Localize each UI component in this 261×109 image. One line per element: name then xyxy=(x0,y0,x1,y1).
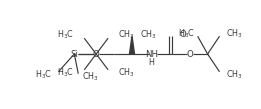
Text: H$_3$C: H$_3$C xyxy=(35,68,52,81)
Text: CH$_3$: CH$_3$ xyxy=(140,28,157,41)
Text: H$_3$C: H$_3$C xyxy=(57,29,74,42)
Text: Si: Si xyxy=(70,49,78,59)
Text: CH$_3$: CH$_3$ xyxy=(118,29,135,42)
Text: O: O xyxy=(93,49,99,59)
Polygon shape xyxy=(129,36,134,54)
Text: H$_3$C: H$_3$C xyxy=(177,27,195,40)
Text: NH: NH xyxy=(145,49,158,59)
Text: CH$_3$: CH$_3$ xyxy=(82,70,99,83)
Text: CH$_3$: CH$_3$ xyxy=(227,68,243,81)
Text: CH$_3$: CH$_3$ xyxy=(118,66,135,79)
Text: O: O xyxy=(186,49,193,59)
Text: O: O xyxy=(180,30,187,39)
Text: CH$_3$: CH$_3$ xyxy=(227,27,243,40)
Text: H: H xyxy=(148,58,154,67)
Text: H$_3$C: H$_3$C xyxy=(57,66,74,79)
